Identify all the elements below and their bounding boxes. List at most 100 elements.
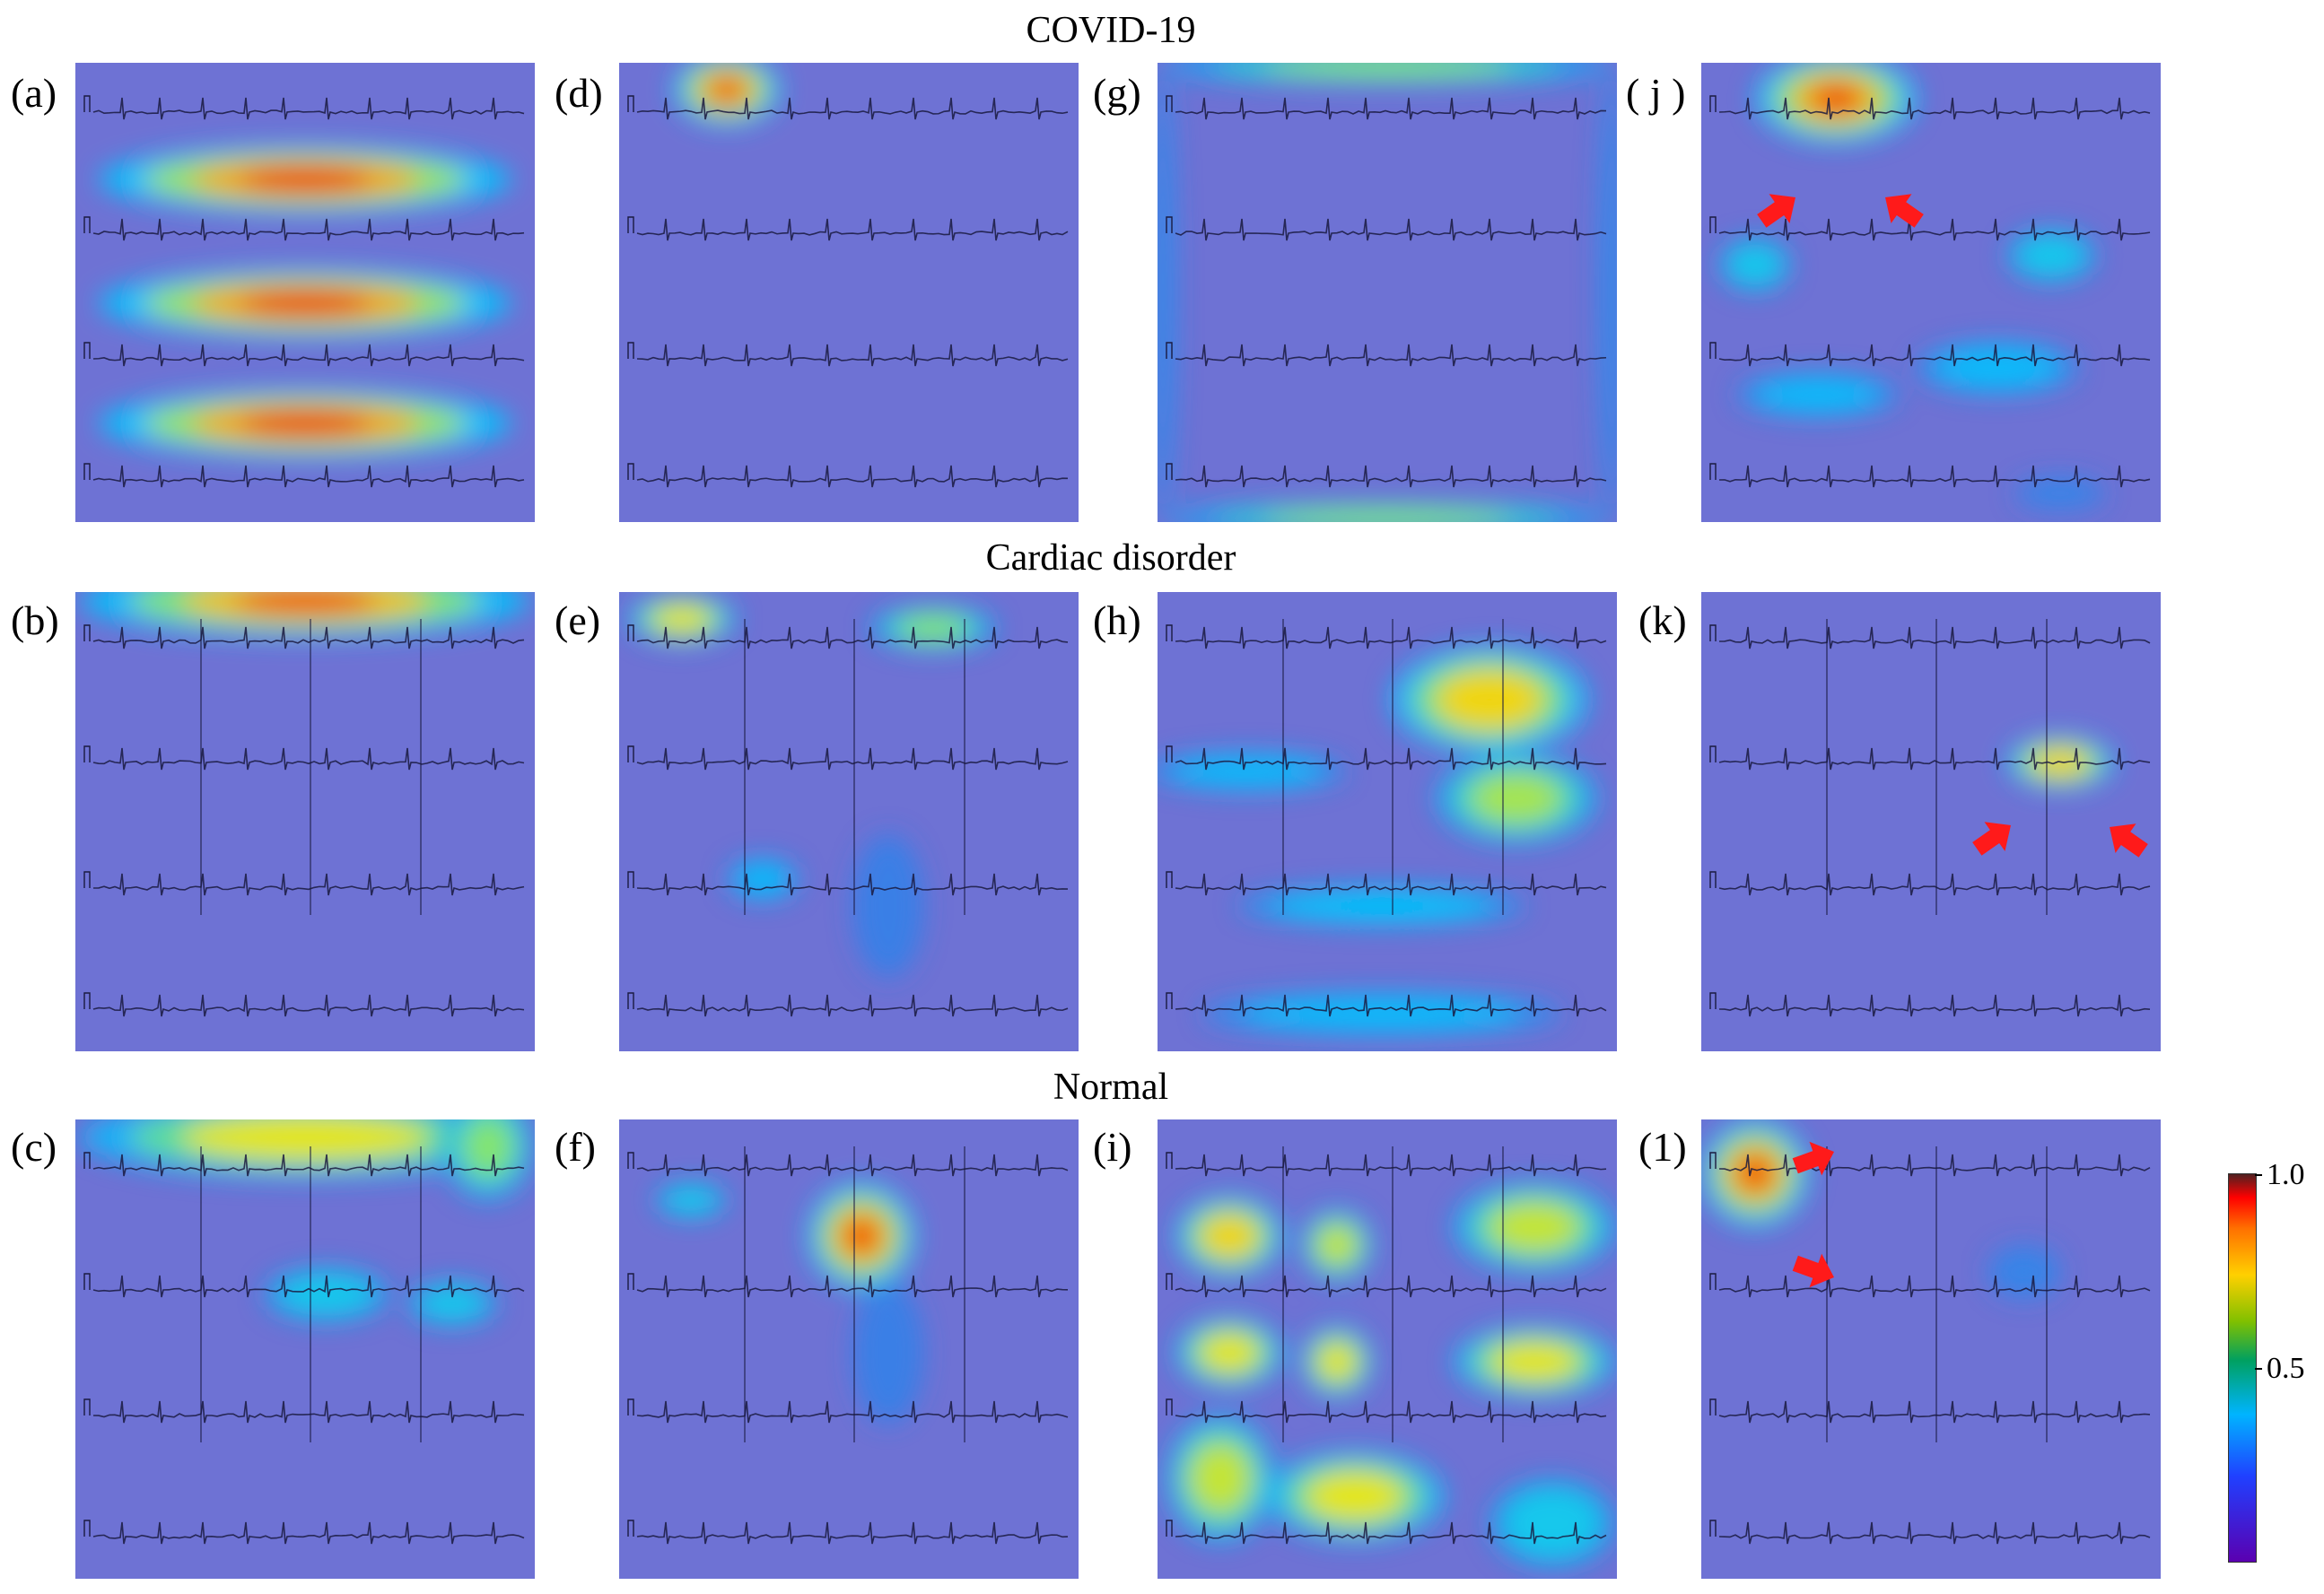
calibration-pulse	[627, 624, 634, 641]
calibration-pulse	[1166, 871, 1173, 888]
heatmap-a-graphic	[75, 63, 535, 522]
ecg-trace-lead-2	[1718, 1275, 2151, 1298]
heatmap-hotspots	[655, 1182, 924, 1424]
heatmap-hotspots	[673, 63, 781, 126]
calibration-pulse	[1709, 463, 1717, 480]
heat-blob	[1306, 1471, 1404, 1521]
heat-blob	[652, 605, 712, 633]
panel-label-k: (k)	[1638, 597, 1687, 643]
heat-blob	[1317, 1342, 1357, 1381]
ecg-trace-lead-4	[636, 994, 1069, 1017]
heatmap-f-graphic	[619, 1119, 1079, 1579]
heat-blob	[239, 412, 371, 435]
heat-blob	[1158, 68, 1175, 517]
colorbar-mid-label: 0.5	[2267, 1352, 2305, 1385]
calibration-pulse	[83, 745, 91, 762]
heatmap-background	[75, 592, 535, 1051]
heatmap-panel-e	[619, 592, 1079, 1051]
panel-label-e: (e)	[555, 597, 601, 643]
heat-blob	[1737, 1155, 1773, 1191]
ecg-trace-lead-4	[1175, 1521, 1607, 1545]
calibration-pulse	[1709, 95, 1717, 112]
ecg-trace-lead-4	[92, 994, 525, 1017]
heatmap-background	[75, 1119, 535, 1579]
heat-blob	[709, 78, 745, 101]
ecg-trace-lead-2	[636, 747, 1069, 771]
panel-label-g: (g)	[1093, 70, 1141, 116]
ecg-trace-lead-4	[92, 465, 525, 488]
calibration-pulse	[627, 1273, 634, 1290]
ecg-trace-lead-3	[636, 873, 1069, 896]
heat-blob	[417, 1285, 487, 1321]
heatmap-d-graphic	[619, 63, 1079, 522]
ecg-trace-lead-3	[92, 873, 525, 896]
ecg-trace-lead-1	[1175, 626, 1607, 649]
calibration-pulse	[1709, 1398, 1717, 1415]
ecg-trace-lead-2	[1718, 747, 2151, 771]
calibration-pulse	[1709, 342, 1717, 359]
heatmap-panel-a	[75, 63, 535, 522]
heat-blob	[1435, 670, 1544, 729]
panel-label-b: (b)	[11, 597, 59, 643]
calibration-pulse	[83, 1398, 91, 1415]
heatmap-h-graphic	[1158, 592, 1617, 1051]
heat-blob	[1191, 1443, 1250, 1513]
heatmap-panel-i	[1158, 1119, 1617, 1579]
heatmap-hotspots	[99, 145, 511, 457]
ecg-trace-lead-4	[1718, 1521, 2151, 1545]
calibration-pulse	[1709, 1273, 1717, 1290]
heat-blob	[1599, 68, 1617, 517]
ecg-trace-lead-2	[1175, 218, 1607, 241]
colorbar-tick-max	[2255, 1174, 2262, 1176]
calibration-pulse	[1709, 1520, 1717, 1537]
calibration-pulse	[83, 463, 91, 480]
ecg-trace-lead-2	[636, 218, 1069, 241]
heatmap-panel-k	[1701, 592, 2161, 1051]
calibration-pulse	[1166, 1152, 1173, 1169]
heatmap-i-graphic	[1158, 1119, 1617, 1579]
heat-blob	[233, 592, 377, 613]
calibration-pulse	[627, 1152, 634, 1169]
calibration-pulse	[1166, 1273, 1173, 1290]
heat-blob	[852, 834, 924, 978]
annotation-arrow-icon	[1972, 822, 2011, 856]
heat-blob	[239, 168, 371, 191]
heatmap-l-graphic	[1701, 1119, 2161, 1579]
heatmap-panel-f	[619, 1119, 1079, 1579]
heatmap-panel-b	[75, 592, 535, 1051]
calibration-pulse	[627, 463, 634, 480]
heatmap-hotspots	[1158, 646, 1597, 1036]
heat-blob	[1242, 996, 1522, 1032]
heat-blob	[1170, 755, 1324, 788]
calibration-pulse	[1709, 624, 1717, 641]
annotation-arrow-icon	[1885, 194, 1924, 228]
ecg-trace-lead-1	[92, 97, 525, 120]
heatmap-c-graphic	[75, 1119, 535, 1579]
calibration-pulse	[627, 871, 634, 888]
panel-label-c: (c)	[11, 1124, 57, 1170]
ecg-trace-lead-4	[636, 1521, 1069, 1545]
heatmap-background	[619, 63, 1079, 522]
heat-blob	[181, 1119, 429, 1160]
heatmap-background	[1158, 63, 1617, 522]
calibration-pulse	[627, 1398, 634, 1415]
ecg-trace-lead-4	[1175, 994, 1607, 1017]
ecg-trace-lead-3	[1175, 1400, 1607, 1424]
heatmap-panel-l	[1701, 1119, 2161, 1579]
heatmap-background	[619, 592, 1079, 1051]
annotation-arrow-icon	[1757, 194, 1795, 228]
calibration-pulse	[627, 216, 634, 233]
ecg-trace-lead-3	[636, 1400, 1069, 1424]
heat-blob	[1490, 1202, 1579, 1252]
heat-blob	[1317, 1225, 1357, 1265]
panel-label-f: (f)	[555, 1124, 596, 1170]
ecg-trace-lead-1	[1175, 1154, 1607, 1177]
heat-blob	[734, 862, 791, 896]
heatmap-panel-j	[1701, 63, 2161, 522]
ecg-trace-lead-3	[1175, 344, 1607, 367]
calibration-pulse	[1709, 992, 1717, 1009]
calibration-pulse	[83, 624, 91, 641]
heat-blob	[1263, 63, 1511, 76]
ecg-trace-lead-1	[92, 1154, 525, 1177]
ecg-trace-lead-1	[636, 1154, 1069, 1177]
